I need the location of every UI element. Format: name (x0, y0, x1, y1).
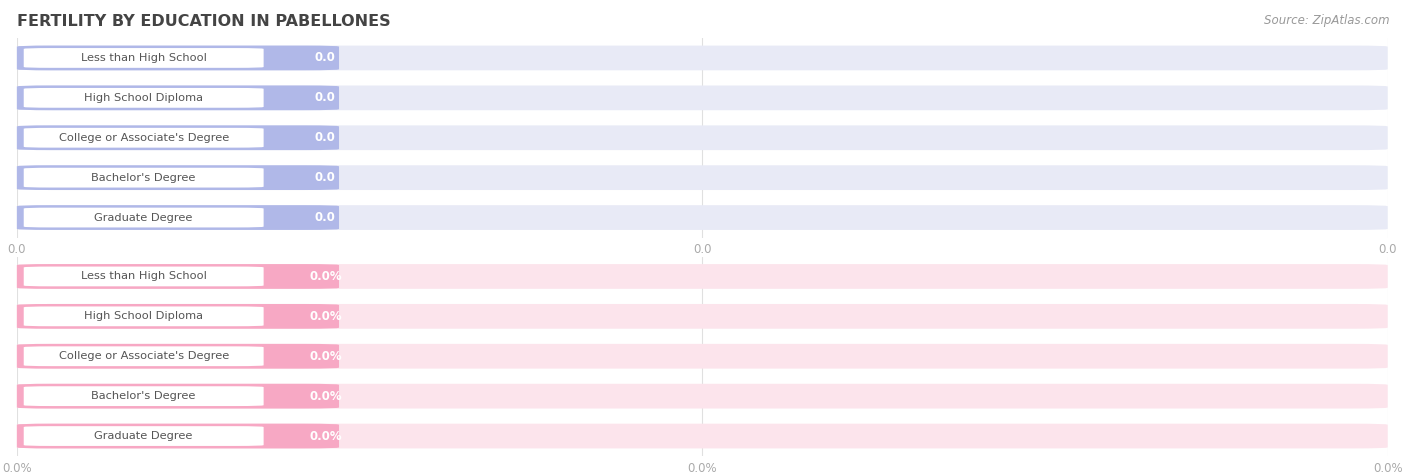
Text: 0.0%: 0.0% (309, 429, 342, 443)
FancyBboxPatch shape (17, 205, 339, 230)
Text: 0.0%: 0.0% (309, 390, 342, 403)
Text: 0.0%: 0.0% (309, 270, 342, 283)
Text: Graduate Degree: Graduate Degree (94, 431, 193, 441)
FancyBboxPatch shape (17, 304, 339, 329)
FancyBboxPatch shape (17, 205, 1388, 230)
FancyBboxPatch shape (17, 424, 339, 448)
FancyBboxPatch shape (17, 46, 339, 70)
FancyBboxPatch shape (24, 48, 264, 68)
FancyBboxPatch shape (24, 128, 264, 148)
Text: 0.0%: 0.0% (309, 350, 342, 363)
Text: 0.0%: 0.0% (309, 310, 342, 323)
Text: 0.0: 0.0 (315, 51, 336, 65)
FancyBboxPatch shape (17, 264, 339, 289)
FancyBboxPatch shape (17, 424, 1388, 448)
FancyBboxPatch shape (17, 125, 339, 150)
FancyBboxPatch shape (17, 344, 1388, 369)
FancyBboxPatch shape (24, 88, 264, 108)
FancyBboxPatch shape (17, 86, 1388, 110)
Text: 0.0: 0.0 (315, 211, 336, 224)
FancyBboxPatch shape (17, 86, 339, 110)
Text: Less than High School: Less than High School (80, 271, 207, 282)
FancyBboxPatch shape (24, 306, 264, 326)
Text: Source: ZipAtlas.com: Source: ZipAtlas.com (1264, 14, 1389, 27)
Text: 0.0: 0.0 (315, 131, 336, 144)
FancyBboxPatch shape (24, 168, 264, 188)
FancyBboxPatch shape (17, 384, 339, 408)
FancyBboxPatch shape (24, 386, 264, 406)
FancyBboxPatch shape (17, 165, 339, 190)
FancyBboxPatch shape (17, 165, 1388, 190)
FancyBboxPatch shape (17, 384, 1388, 408)
FancyBboxPatch shape (17, 46, 1388, 70)
Text: 0.0: 0.0 (315, 91, 336, 104)
Text: Less than High School: Less than High School (80, 53, 207, 63)
Text: Bachelor's Degree: Bachelor's Degree (91, 172, 195, 183)
FancyBboxPatch shape (24, 426, 264, 446)
FancyBboxPatch shape (17, 125, 1388, 150)
FancyBboxPatch shape (24, 346, 264, 366)
Text: College or Associate's Degree: College or Associate's Degree (59, 351, 229, 361)
FancyBboxPatch shape (24, 266, 264, 286)
Text: Bachelor's Degree: Bachelor's Degree (91, 391, 195, 401)
Text: Graduate Degree: Graduate Degree (94, 212, 193, 223)
Text: High School Diploma: High School Diploma (84, 93, 204, 103)
Text: College or Associate's Degree: College or Associate's Degree (59, 133, 229, 143)
Text: 0.0: 0.0 (315, 171, 336, 184)
FancyBboxPatch shape (17, 304, 1388, 329)
FancyBboxPatch shape (17, 344, 339, 369)
Text: High School Diploma: High School Diploma (84, 311, 204, 322)
FancyBboxPatch shape (24, 208, 264, 228)
FancyBboxPatch shape (17, 264, 1388, 289)
Text: FERTILITY BY EDUCATION IN PABELLONES: FERTILITY BY EDUCATION IN PABELLONES (17, 14, 391, 29)
